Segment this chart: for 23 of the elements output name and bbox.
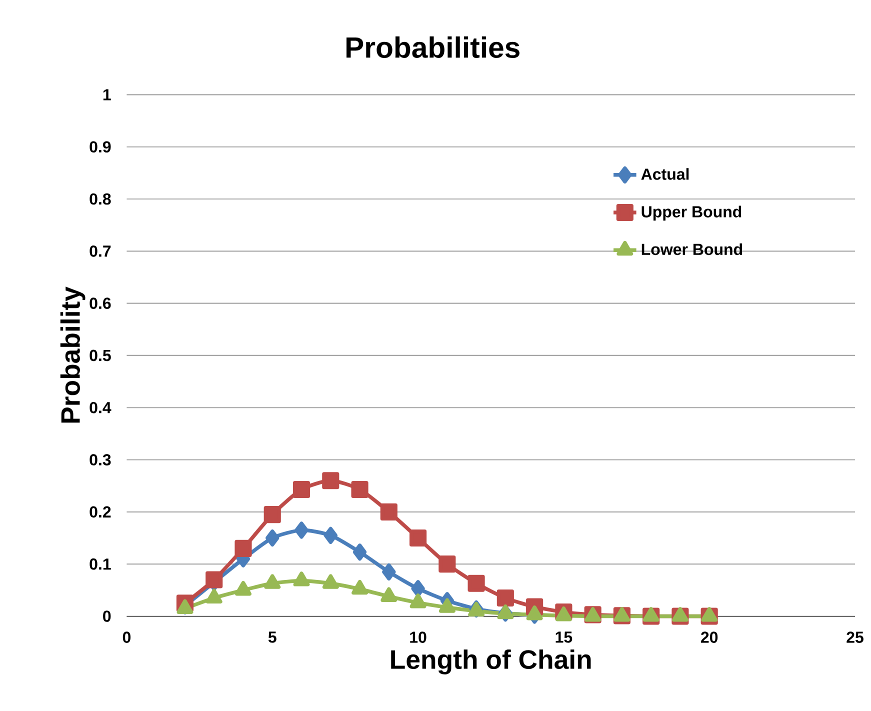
x-tick-label: 25 (846, 632, 864, 643)
y-tick-label: 0.6 (90, 298, 111, 309)
legend-label: Upper Bound (642, 206, 742, 221)
legend-label: Actual (641, 168, 689, 180)
y-tick-label: 0.2 (90, 506, 111, 518)
y-tick-label: 0.4 (90, 402, 112, 414)
y-tick-label: 0.9 (90, 141, 111, 153)
y-tick-label: 0.5 (90, 350, 111, 362)
x-tick-label: 5 (268, 632, 276, 643)
y-tick-label: 1 (103, 89, 111, 100)
chart-title: Probabilities (346, 36, 520, 58)
x-tick-label: 20 (701, 632, 718, 643)
y-tick-label: 0.1 (90, 558, 111, 570)
y-tick-label: 0.3 (90, 454, 111, 466)
y-tick-label: 0 (103, 610, 111, 622)
x-tick-label: 15 (556, 632, 572, 643)
legend-label: Lower Bound (642, 243, 742, 256)
x-tick-label: 0 (122, 632, 131, 643)
y-axis-title: Probability (60, 286, 86, 423)
x-axis-title: Length of Chain (391, 649, 591, 674)
y-tick-label: 0.7 (90, 246, 111, 257)
x-tick-label: 10 (410, 632, 426, 643)
y-tick-label: 0.8 (90, 193, 111, 205)
